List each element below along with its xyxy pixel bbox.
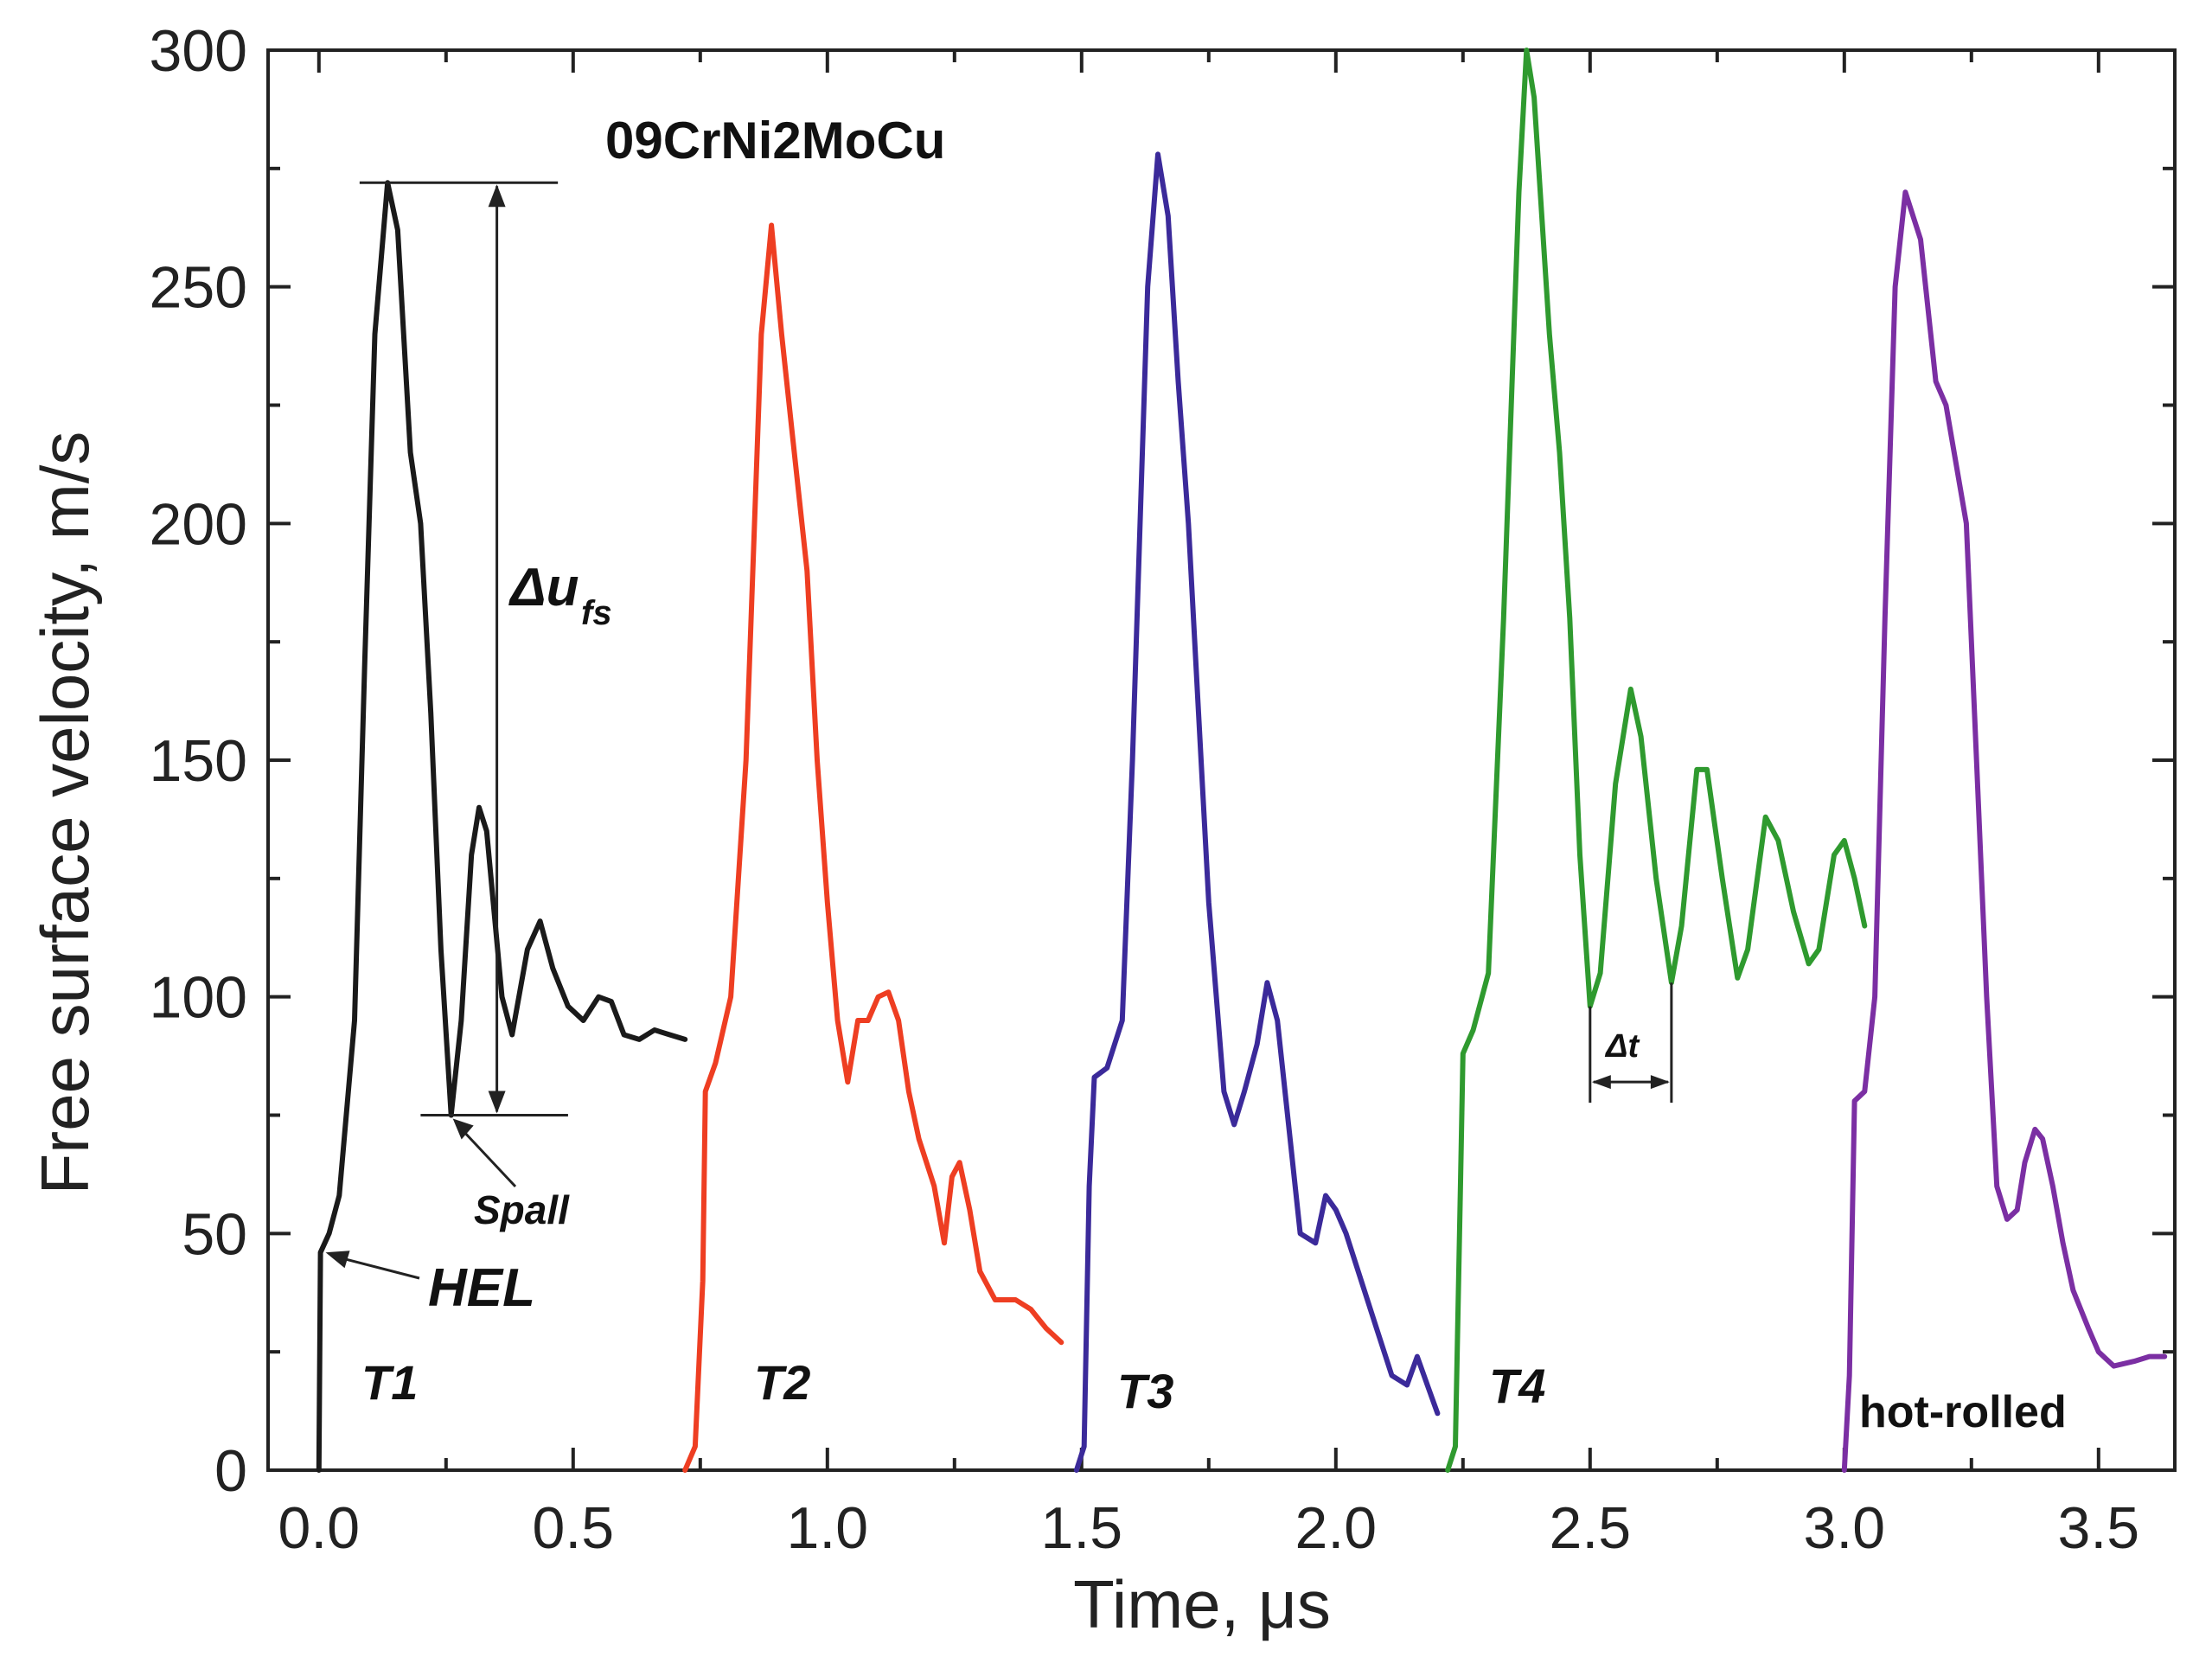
y-tick-label: 150 <box>150 728 247 794</box>
series-label-t3: T3 <box>1117 1364 1173 1418</box>
x-tick-label: 2.0 <box>1295 1495 1378 1561</box>
delta-t-arrowhead-right <box>1650 1075 1670 1090</box>
x-tick-label: 1.5 <box>1041 1495 1123 1561</box>
series-label-t1: T1 <box>361 1355 418 1410</box>
y-tick-label: 0 <box>214 1438 247 1504</box>
delta-t-arrowhead-left <box>1591 1075 1611 1090</box>
y-tick-label: 300 <box>150 18 247 84</box>
y-tick-labels: 0 50 100 150 200 250 300 <box>150 18 247 1504</box>
series-t3 <box>1073 151 1441 1473</box>
series-lines <box>316 48 2168 1473</box>
y-tick-label: 100 <box>150 965 247 1031</box>
delta-u-arrowhead-down <box>488 1091 506 1114</box>
spall-label: Spall <box>474 1187 570 1232</box>
series-label-hot-rolled: hot-rolled <box>1859 1387 2067 1437</box>
series-t1 <box>316 180 688 1473</box>
spall-arrowhead <box>452 1118 474 1140</box>
hel-arrowhead <box>325 1251 350 1269</box>
series-label-t4: T4 <box>1489 1359 1545 1413</box>
delta-u-arrowhead-up <box>488 184 506 208</box>
x-tick-label: 0.5 <box>533 1495 615 1561</box>
plot-frame <box>266 48 2177 1472</box>
series-label-t2: T2 <box>754 1355 810 1410</box>
x-tick-label: 0.0 <box>278 1495 361 1561</box>
series-t2 <box>682 222 1064 1473</box>
series-t4 <box>1445 48 1868 1473</box>
x-tick-labels: 0.0 0.5 1.0 1.5 2.0 2.5 3.0 3.5 <box>278 1495 2140 1561</box>
series-hot-rolled <box>1841 189 2168 1473</box>
annotations <box>325 181 1673 1280</box>
x-tick-label: 1.0 <box>787 1495 869 1561</box>
delta-u-label: Δu <box>508 558 579 617</box>
x-tick-label: 2.5 <box>1550 1495 1632 1561</box>
delta-t-label: Δt <box>1604 1028 1640 1065</box>
hel-pointer <box>336 1255 420 1280</box>
spall-pointer <box>458 1126 517 1188</box>
y-axis-label: Free surface velocity, m/s <box>27 432 103 1195</box>
chart-title: 09CrNi2MoCu <box>605 112 945 170</box>
x-tick-label: 3.0 <box>1804 1495 1886 1561</box>
x-tick-label: 3.5 <box>2058 1495 2140 1561</box>
y-tick-label: 200 <box>150 491 247 557</box>
delta-u-subscript: fs <box>581 594 612 632</box>
hel-label: HEL <box>428 1258 535 1318</box>
axis-ticks <box>268 48 2175 1472</box>
y-tick-label: 50 <box>182 1201 247 1267</box>
x-axis-label: Time, μs <box>1073 1566 1331 1642</box>
y-tick-label: 250 <box>150 255 247 321</box>
